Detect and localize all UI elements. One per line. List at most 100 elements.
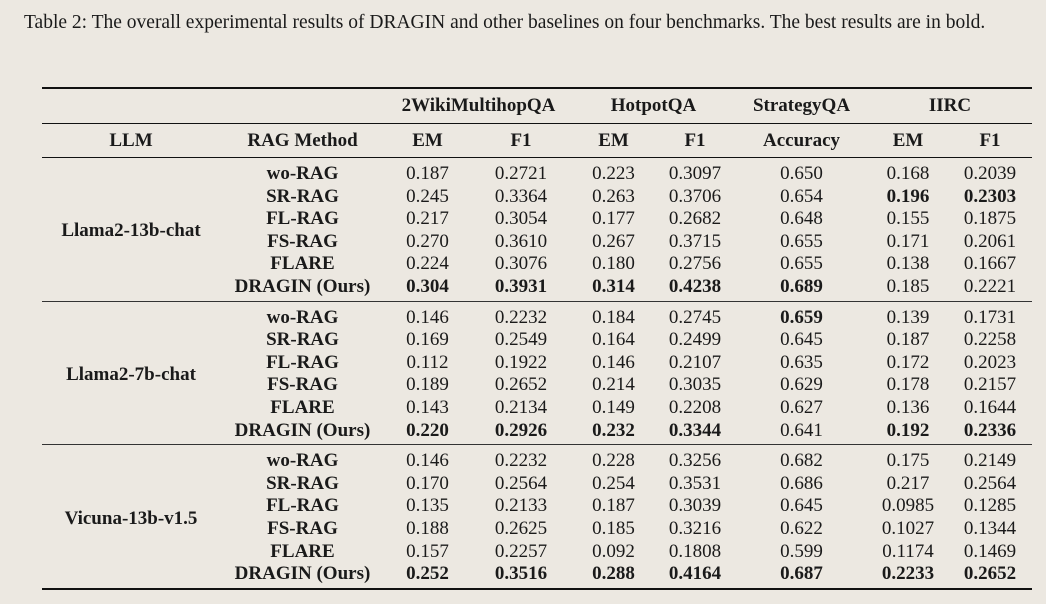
metric-cell: 0.2233 bbox=[881, 563, 935, 585]
table-row: SR-RAG 0.170 0.2564 0.254 0.3531 0.686 0.217 0.… bbox=[42, 473, 1032, 496]
column-header: EM bbox=[412, 130, 443, 151]
metric-cell: 0.188 bbox=[406, 517, 449, 539]
results-table: 2WikiMultihopQA HotpotQA StrategyQA IIRC… bbox=[42, 87, 1033, 590]
table-row: FL-RAG 0.135 0.2133 0.187 0.3039 0.645 0.0985 0… bbox=[42, 495, 1032, 518]
rag-method: FS-RAG bbox=[267, 230, 338, 252]
column-header: Accuracy bbox=[762, 130, 841, 151]
metric-cell: 0.3706 bbox=[668, 185, 722, 207]
metric-cell: 0.2652 bbox=[494, 374, 548, 396]
metric-cell: 0.3931 bbox=[494, 275, 548, 297]
metric-cell: 0.3216 bbox=[668, 517, 722, 539]
metric-cell: 0.180 bbox=[592, 253, 635, 275]
metric-cell: 0.689 bbox=[780, 275, 823, 297]
metric-cell: 0.645 bbox=[780, 329, 823, 351]
metric-cell: 0.3344 bbox=[668, 419, 722, 441]
metric-cell: 0.2157 bbox=[963, 374, 1017, 396]
metric-cell: 0.2039 bbox=[963, 163, 1017, 184]
dataset-header: 2WikiMultihopQA bbox=[401, 95, 556, 116]
metric-cell: 0.648 bbox=[780, 208, 823, 230]
table-row: Llama2-13b-chat wo-RAG 0.187 0.2721 0.223 0.3… bbox=[42, 158, 1032, 241]
table-row: FLARE 0.143 0.2134 0.149 0.2208 0.627 0.136 0.1… bbox=[42, 397, 1032, 420]
metric-cell: 0.2682 bbox=[668, 208, 722, 230]
metric-cell: 0.224 bbox=[406, 253, 449, 275]
metric-cell: 0.629 bbox=[780, 374, 823, 396]
metric-cell: 0.622 bbox=[780, 517, 823, 539]
table-row: Vicuna-13b-v1.5 wo-RAG 0.146 0.2232 0.228 0.3… bbox=[42, 445, 1032, 528]
metric-cell: 0.4238 bbox=[668, 275, 722, 297]
rag-method: SR-RAG bbox=[266, 472, 339, 494]
metric-cell: 0.2133 bbox=[494, 495, 548, 517]
metric-cell: 0.3364 bbox=[494, 185, 548, 207]
metric-cell: 0.2257 bbox=[494, 540, 548, 562]
metric-cell: 0.4164 bbox=[668, 563, 722, 585]
metric-cell: 0.645 bbox=[780, 495, 823, 517]
table-row: SR-RAG 0.245 0.3364 0.263 0.3706 0.654 0.196 0.… bbox=[42, 186, 1032, 209]
metric-cell: 0.146 bbox=[406, 306, 449, 328]
metric-cell: 0.1731 bbox=[963, 306, 1017, 328]
metric-cell: 0.599 bbox=[780, 540, 823, 562]
metric-cell: 0.232 bbox=[592, 419, 635, 441]
table-row: DRAGIN (Ours) 0.304 0.3931 0.314 0.4238 0.689… bbox=[42, 276, 1032, 301]
metric-cell: 0.3054 bbox=[494, 208, 548, 230]
column-header: F1 bbox=[510, 130, 532, 151]
metric-cell: 0.139 bbox=[886, 306, 930, 328]
metric-cell: 0.2061 bbox=[963, 230, 1017, 252]
llm-group: Vicuna-13b-v1.5 wo-RAG 0.146 0.2232 0.228 0.3… bbox=[42, 445, 1033, 589]
column-header: LLM bbox=[109, 130, 153, 151]
metric-cell: 0.155 bbox=[886, 208, 930, 230]
column-header-row: LLM RAG Method EM F1 EM F1 Accuracy EM F… bbox=[42, 123, 1033, 158]
metric-cell: 0.3035 bbox=[668, 374, 722, 396]
metric-cell: 0.2134 bbox=[494, 396, 548, 418]
metric-cell: 0.2564 bbox=[494, 472, 548, 494]
llm-name: Llama2-13b-chat bbox=[61, 220, 201, 242]
metric-cell: 0.112 bbox=[406, 351, 449, 373]
rag-method: wo-RAG bbox=[266, 163, 339, 184]
metric-cell: 0.172 bbox=[886, 351, 930, 373]
metric-cell: 0.220 bbox=[406, 419, 449, 441]
metric-cell: 0.2625 bbox=[494, 517, 548, 539]
dataset-header-row: 2WikiMultihopQA HotpotQA StrategyQA IIRC bbox=[42, 88, 1033, 124]
metric-cell: 0.217 bbox=[406, 208, 449, 230]
metric-cell: 0.171 bbox=[886, 230, 930, 252]
table-row: FL-RAG 0.112 0.1922 0.146 0.2107 0.635 0.172 0.… bbox=[42, 352, 1032, 375]
metric-cell: 0.146 bbox=[406, 450, 449, 472]
metric-cell: 0.2336 bbox=[963, 419, 1017, 441]
metric-cell: 0.1285 bbox=[963, 495, 1017, 517]
metric-cell: 0.217 bbox=[886, 472, 930, 494]
rag-method: FL-RAG bbox=[266, 208, 339, 230]
metric-cell: 0.164 bbox=[592, 329, 635, 351]
table-caption: Table 2: The overall experimental result… bbox=[24, 12, 986, 33]
column-header: F1 bbox=[979, 130, 1001, 151]
metric-cell: 0.1875 bbox=[963, 208, 1017, 230]
metric-cell: 0.146 bbox=[592, 351, 635, 373]
metric-cell: 0.1344 bbox=[963, 517, 1017, 539]
metric-cell: 0.3076 bbox=[494, 253, 548, 275]
metric-cell: 0.1469 bbox=[963, 540, 1017, 562]
metric-cell: 0.2149 bbox=[963, 450, 1017, 472]
llm-name: Vicuna-13b-v1.5 bbox=[64, 507, 198, 529]
metric-cell: 0.135 bbox=[406, 495, 449, 517]
metric-cell: 0.136 bbox=[886, 396, 930, 418]
metric-cell: 0.2258 bbox=[963, 329, 1017, 351]
metric-cell: 0.1667 bbox=[963, 253, 1017, 275]
metric-cell: 0.263 bbox=[592, 185, 635, 207]
column-header: F1 bbox=[684, 130, 706, 151]
metric-cell: 0.686 bbox=[780, 472, 823, 494]
metric-cell: 0.2652 bbox=[963, 563, 1017, 585]
metric-cell: 0.2926 bbox=[494, 419, 548, 441]
metric-cell: 0.2756 bbox=[668, 253, 722, 275]
metric-cell: 0.169 bbox=[406, 329, 449, 351]
metric-cell: 0.157 bbox=[406, 540, 449, 562]
metric-cell: 0.2745 bbox=[668, 306, 722, 328]
metric-cell: 0.187 bbox=[592, 495, 635, 517]
metric-cell: 0.252 bbox=[406, 563, 449, 585]
metric-cell: 0.185 bbox=[886, 275, 930, 297]
column-header: EM bbox=[892, 130, 924, 151]
metric-cell: 0.178 bbox=[886, 374, 930, 396]
rag-method: FS-RAG bbox=[267, 517, 338, 539]
metric-cell: 0.1027 bbox=[881, 517, 935, 539]
metric-cell: 0.177 bbox=[592, 208, 635, 230]
metric-cell: 0.659 bbox=[780, 306, 823, 328]
metric-cell: 0.2232 bbox=[494, 450, 548, 472]
metric-cell: 0.196 bbox=[886, 185, 930, 207]
